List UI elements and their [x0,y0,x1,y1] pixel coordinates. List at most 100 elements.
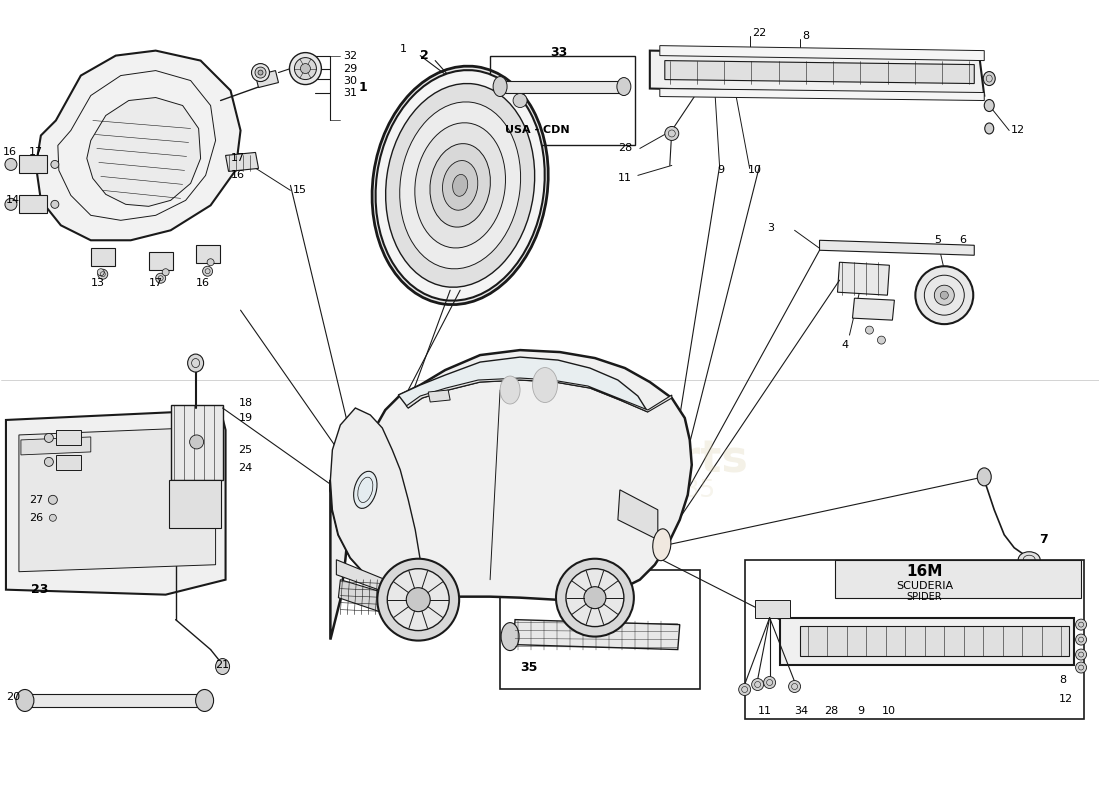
Polygon shape [226,153,258,171]
Text: 13: 13 [91,278,104,288]
Ellipse shape [1019,552,1041,568]
Ellipse shape [300,63,310,74]
Text: 1: 1 [400,44,407,54]
Text: USA - CDN: USA - CDN [530,573,603,586]
Text: USA - CDN: USA - CDN [505,126,570,135]
Polygon shape [6,410,225,594]
Ellipse shape [289,53,321,85]
Text: 1: 1 [359,81,367,94]
Text: 5: 5 [934,235,942,246]
Ellipse shape [430,144,491,227]
Ellipse shape [984,99,994,111]
Polygon shape [21,437,91,455]
Text: 9: 9 [717,166,725,175]
Ellipse shape [617,78,631,95]
Ellipse shape [452,174,468,196]
Polygon shape [19,195,47,214]
Text: 4: 4 [842,340,848,350]
Text: 24: 24 [239,463,253,473]
Text: 6: 6 [959,235,966,246]
Ellipse shape [500,376,520,404]
Ellipse shape [983,71,996,86]
Ellipse shape [386,83,535,287]
Text: 27: 27 [29,495,43,505]
Ellipse shape [1076,662,1087,673]
Ellipse shape [1076,619,1087,630]
Ellipse shape [406,588,430,612]
Ellipse shape [1076,649,1087,660]
Text: 28: 28 [825,706,839,717]
Text: 16M: 16M [906,564,943,579]
Ellipse shape [399,102,520,269]
Ellipse shape [50,514,56,522]
Polygon shape [91,248,114,266]
Text: 7: 7 [1040,534,1048,546]
Ellipse shape [652,529,671,561]
Ellipse shape [216,658,230,674]
Polygon shape [664,61,975,83]
Text: 25: 25 [239,445,253,455]
Ellipse shape [556,558,634,637]
Polygon shape [428,390,450,402]
Ellipse shape [739,683,750,695]
Ellipse shape [51,200,59,208]
Text: 22: 22 [751,28,766,38]
Polygon shape [19,155,47,174]
Polygon shape [170,405,222,480]
Polygon shape [406,378,672,412]
Ellipse shape [878,336,886,344]
Text: 23: 23 [31,583,48,596]
Polygon shape [56,455,80,470]
Text: 9: 9 [858,706,865,717]
Text: 16: 16 [3,147,16,158]
Text: 31: 31 [343,87,358,98]
Polygon shape [56,430,80,445]
Ellipse shape [977,468,991,486]
Text: 28: 28 [618,143,632,154]
Text: 10: 10 [881,706,895,717]
Ellipse shape [1076,634,1087,645]
Text: 14: 14 [6,195,20,206]
Ellipse shape [51,161,59,169]
Ellipse shape [156,274,166,283]
Ellipse shape [4,198,16,210]
Polygon shape [148,252,173,270]
Text: 20: 20 [6,693,20,702]
Text: 19: 19 [239,413,253,423]
Ellipse shape [207,258,215,266]
Ellipse shape [372,66,548,305]
Text: 32: 32 [343,50,358,61]
Ellipse shape [377,558,459,641]
Polygon shape [650,50,984,95]
Ellipse shape [934,285,955,305]
Ellipse shape [763,677,776,689]
Polygon shape [820,240,975,255]
Ellipse shape [984,123,993,134]
Polygon shape [835,560,1081,598]
Polygon shape [660,89,984,101]
Text: 8: 8 [1059,674,1066,685]
Text: 18: 18 [239,398,253,408]
Polygon shape [330,350,692,639]
Text: 30: 30 [343,75,358,86]
Ellipse shape [196,690,213,711]
Ellipse shape [584,586,606,609]
Text: 29: 29 [343,63,358,74]
Text: 16: 16 [196,278,210,288]
Ellipse shape [15,690,34,711]
Polygon shape [31,694,200,707]
Text: 12: 12 [1059,694,1074,705]
Ellipse shape [442,161,477,210]
Ellipse shape [202,266,212,276]
Ellipse shape [375,70,544,301]
Text: SCUDERIA: SCUDERIA [895,581,953,590]
Polygon shape [87,98,200,206]
Text: 11: 11 [618,174,631,183]
Ellipse shape [532,367,558,402]
Text: precision parts since 1985: precision parts since 1985 [385,478,715,502]
Ellipse shape [566,569,624,626]
Text: 10: 10 [748,166,761,175]
Ellipse shape [915,266,974,324]
Ellipse shape [664,126,679,141]
Ellipse shape [189,435,204,449]
